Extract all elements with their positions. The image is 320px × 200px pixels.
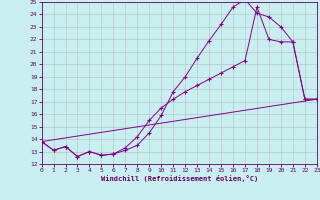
X-axis label: Windchill (Refroidissement éolien,°C): Windchill (Refroidissement éolien,°C) <box>100 175 258 182</box>
